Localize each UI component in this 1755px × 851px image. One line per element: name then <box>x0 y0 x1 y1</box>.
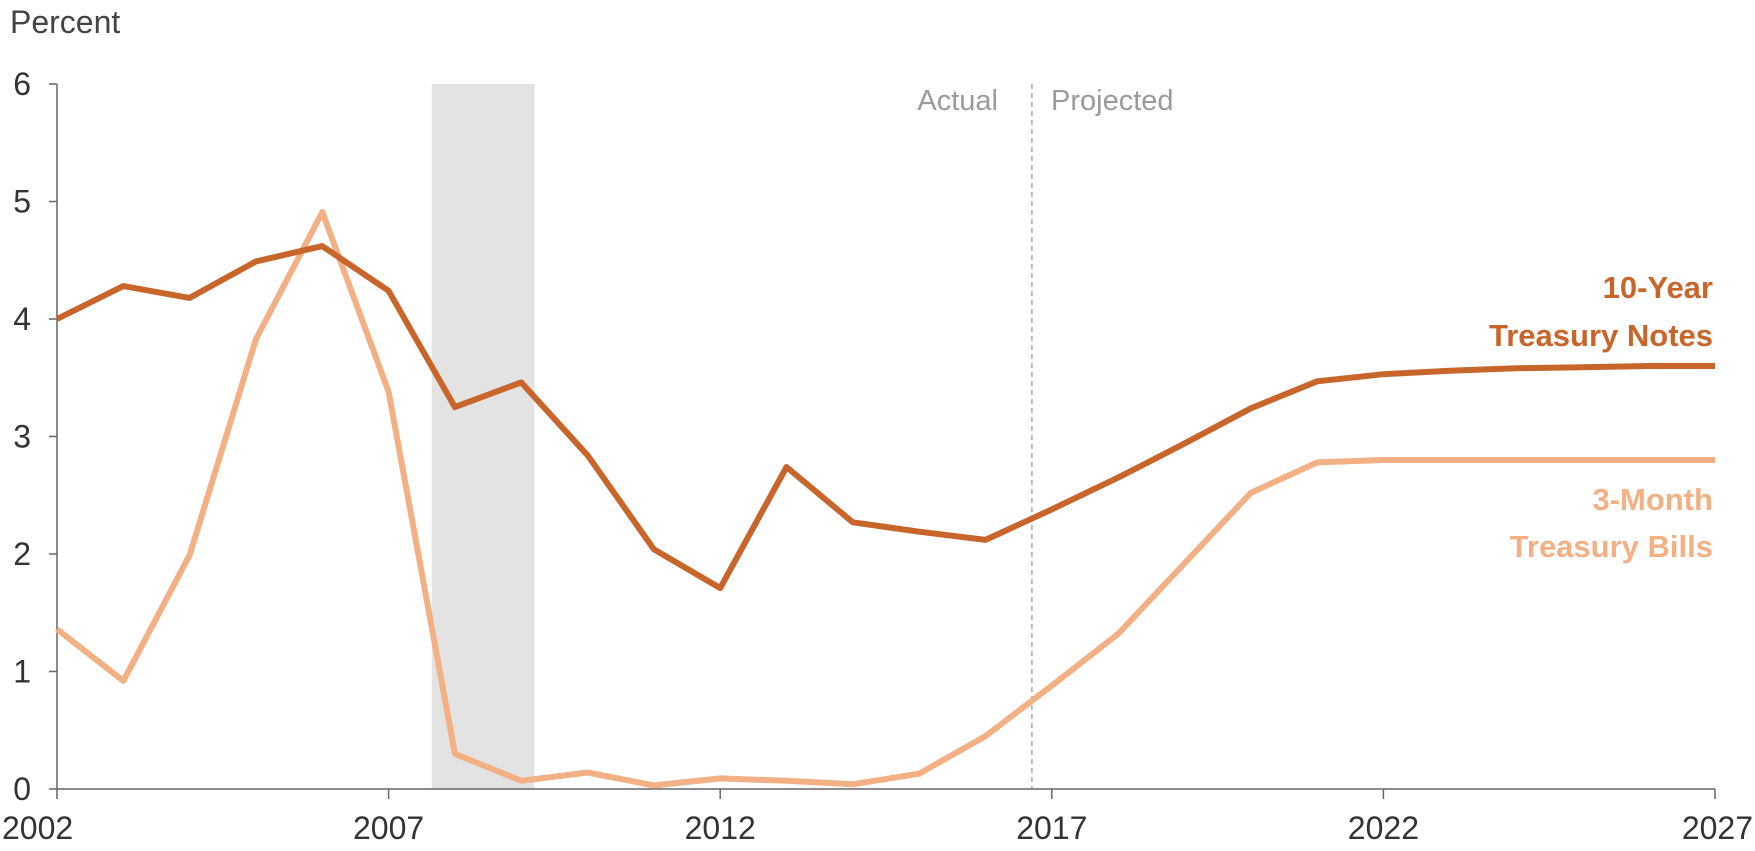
y-tick-label: 3 <box>13 419 31 455</box>
y-tick-label: 5 <box>13 184 31 220</box>
x-tick-label: 2012 <box>685 810 756 846</box>
x-tick-label: 2022 <box>1348 810 1419 846</box>
x-tick-label: 2017 <box>1016 810 1087 846</box>
actual-label: Actual <box>917 85 998 117</box>
series-layer <box>55 209 1715 789</box>
x-tick-layer: 2002 2007 2012 2017 2022 2027 <box>2 789 1753 846</box>
y-tick-layer: 0 1 2 3 4 5 6 <box>13 66 57 807</box>
x-tick-label: 2027 <box>1682 810 1753 846</box>
shaded-period-band <box>431 84 535 789</box>
y-tick-label: 2 <box>13 536 31 572</box>
projected-label: Projected <box>1051 85 1174 117</box>
y-tick-label: 4 <box>13 301 31 337</box>
series-label-10yr-line2: Treasury Notes <box>1489 318 1713 353</box>
y-tick-label: 1 <box>13 654 31 690</box>
x-tick-label: 2007 <box>353 810 424 846</box>
series-label-3mo-line2: Treasury Bills <box>1510 529 1713 564</box>
shaded-period-layer <box>431 84 535 789</box>
series-label-10yr-line1: 10-Year <box>1603 270 1713 305</box>
y-axis-unit-label: Percent <box>10 4 120 40</box>
series-line-3-month-treasury-bills <box>55 209 1715 789</box>
series-line-10-year-treasury-notes <box>55 243 1715 592</box>
y-tick-label: 0 <box>13 771 31 807</box>
x-tick-label: 2002 <box>2 810 73 846</box>
y-tick-label: 6 <box>13 66 31 102</box>
series-label-3mo-line1: 3-Month <box>1592 482 1713 517</box>
